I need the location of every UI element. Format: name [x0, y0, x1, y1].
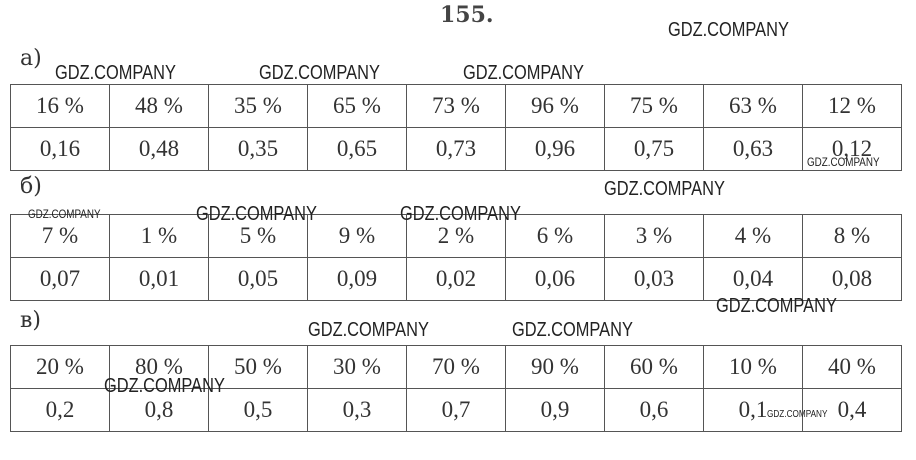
- table-cell: 96 %: [505, 84, 605, 128]
- table-cell: 30 %: [307, 345, 407, 389]
- watermark: GDZ.COMPANY: [55, 62, 176, 84]
- table-row: 0,16 0,48 0,35 0,65 0,73 0,96 0,75 0,63 0,12: [10, 127, 902, 171]
- table-cell: 0,75: [604, 127, 704, 171]
- table-cell: 0,08: [802, 257, 902, 301]
- watermark: GDZ.COMPANY: [400, 203, 521, 225]
- watermark: GDZ.COMPANY: [104, 375, 225, 397]
- table-cell: 8 %: [802, 214, 902, 258]
- table-cell: 12 %: [802, 84, 902, 128]
- table-cell: 0,03: [604, 257, 704, 301]
- table-cell: 65 %: [307, 84, 407, 128]
- table-cell: 0,07: [10, 257, 110, 301]
- answer-table: 7 % 1 % 5 % 9 % 2 % 6 % 3 % 4 % 8 % 0,07 0,01 0,05 0…: [10, 214, 902, 301]
- table-cell: 4 %: [703, 214, 803, 258]
- table-cell: 0,6: [604, 388, 704, 432]
- watermark: GDZ.COMPANY: [716, 295, 837, 317]
- table-cell: 0,02: [406, 257, 506, 301]
- watermark: GDZ.COMPANY: [196, 203, 317, 225]
- table-cell: 60 %: [604, 345, 704, 389]
- table-cell: 20 %: [10, 345, 110, 389]
- table-row: 0,2 0,8 0,5 0,3 0,7 0,9 0,6 0,1 0,4: [10, 388, 902, 432]
- watermark: GDZ.COMPANY: [604, 178, 725, 200]
- task-number: 155.: [440, 2, 494, 28]
- section-label: б): [20, 174, 42, 199]
- table-cell: 0,12: [802, 127, 902, 171]
- watermark: GDZ.COMPANY: [28, 207, 101, 221]
- table-cell: 0,65: [307, 127, 407, 171]
- table-cell: 0,73: [406, 127, 506, 171]
- watermark: GDZ.COMPANY: [512, 319, 633, 341]
- answer-table: 16 % 48 % 35 % 65 % 73 % 96 % 75 % 63 % 12 % 0,16…: [10, 84, 902, 171]
- watermark: GDZ.COMPANY: [308, 319, 429, 341]
- table-cell: 7 %: [10, 214, 110, 258]
- table-cell: 0,01: [109, 257, 209, 301]
- table-cell: 0,4: [802, 388, 902, 432]
- table-cell: 0,09: [307, 257, 407, 301]
- table-cell: 16 %: [10, 84, 110, 128]
- answer-table: 20 % 80 % 50 % 30 % 70 % 90 % 60 % 10 % 40 % 0,2 0…: [10, 345, 902, 432]
- table-cell: 0,7: [406, 388, 506, 432]
- section-label: в): [20, 308, 41, 333]
- table-cell: 2 %: [406, 214, 506, 258]
- watermark: GDZ.COMPANY: [767, 409, 828, 420]
- table-cell: 0,16: [10, 127, 110, 171]
- table-cell: 1 %: [109, 214, 209, 258]
- table-cell: 48 %: [109, 84, 209, 128]
- table-cell: 0,35: [208, 127, 308, 171]
- table-row: 16 % 48 % 35 % 65 % 73 % 96 % 75 % 63 % 12 %: [10, 84, 902, 128]
- table-cell: 3 %: [604, 214, 704, 258]
- table-cell: 75 %: [604, 84, 704, 128]
- watermark: GDZ.COMPANY: [668, 19, 789, 41]
- table-cell: 70 %: [406, 345, 506, 389]
- table-row: 20 % 80 % 50 % 30 % 70 % 90 % 60 % 10 % 40 %: [10, 345, 902, 389]
- table-cell: 10 %: [703, 345, 803, 389]
- table-cell: 40 %: [802, 345, 902, 389]
- table-cell: 63 %: [703, 84, 803, 128]
- table-cell: 0,1: [703, 388, 803, 432]
- table-cell: 0,9: [505, 388, 605, 432]
- table-cell: 0,05: [208, 257, 308, 301]
- table-cell: 35 %: [208, 84, 308, 128]
- table-cell: 0,96: [505, 127, 605, 171]
- watermark: GDZ.COMPANY: [259, 62, 380, 84]
- table-cell: 50 %: [208, 345, 308, 389]
- watermark: GDZ.COMPANY: [807, 155, 880, 169]
- table-cell: 0,63: [703, 127, 803, 171]
- table-cell: 9 %: [307, 214, 407, 258]
- watermark: GDZ.COMPANY: [463, 62, 584, 84]
- table-cell: 0,48: [109, 127, 209, 171]
- table-cell: 90 %: [505, 345, 605, 389]
- table-row: 0,07 0,01 0,05 0,09 0,02 0,06 0,03 0,04 0,08: [10, 257, 902, 301]
- table-cell: 0,3: [307, 388, 407, 432]
- section-label: а): [20, 46, 42, 71]
- table-cell: 0,04: [703, 257, 803, 301]
- table-cell: 0,06: [505, 257, 605, 301]
- table-cell: 73 %: [406, 84, 506, 128]
- table-cell: 0,2: [10, 388, 110, 432]
